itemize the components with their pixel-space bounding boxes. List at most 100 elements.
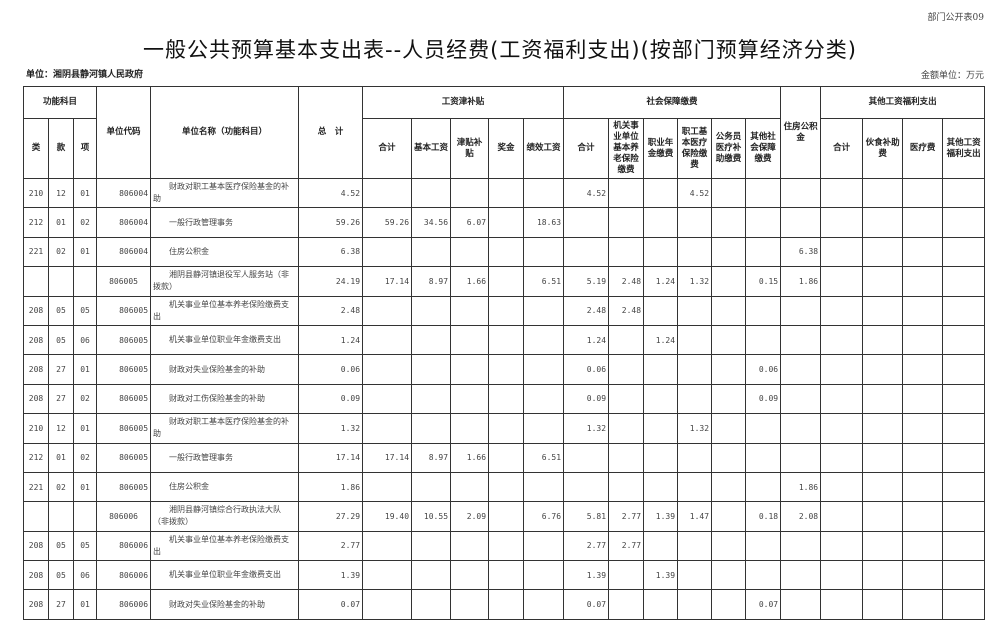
cell-amount xyxy=(488,442,525,473)
cell-amount: 1.39 xyxy=(643,560,679,591)
cell-amount xyxy=(643,236,679,268)
cell-code: 806005 xyxy=(96,413,152,444)
header-social-group: 社会保障缴费 xyxy=(563,86,782,119)
cell-amount: 1.39 xyxy=(563,560,610,591)
cell-amount: 6.07 xyxy=(450,207,490,238)
cell-name: 财政对工伤保险基金的补助 xyxy=(150,383,300,415)
cell-amount xyxy=(820,177,864,209)
cell-amount xyxy=(820,383,864,415)
cell-amount xyxy=(608,413,645,444)
cell-name: 湘阴县静河镇综合行政执法大队（非拨款） xyxy=(150,501,300,532)
cell-amount: 1.24 xyxy=(563,324,610,356)
cell-amount xyxy=(677,295,713,326)
cell-amount xyxy=(488,471,525,503)
header-other-1: 伙食补助费 xyxy=(862,118,904,179)
cell-amount xyxy=(862,383,904,415)
header-kuan: 款 xyxy=(48,118,74,179)
table-row: 806005 湘阴县静河镇退役军人服务站（非拨款） 24.19 17.14 8.97 1.… xyxy=(23,266,986,297)
cell-xiang: 02 xyxy=(72,207,98,238)
cell-xiang: 01 xyxy=(72,354,98,385)
cell-kuan: 05 xyxy=(48,324,74,356)
cell-amount xyxy=(902,295,944,326)
cell-amount xyxy=(608,177,645,209)
table-row: 806006 湘阴县静河镇综合行政执法大队（非拨款） 27.29 19.40 10.55… xyxy=(23,501,986,532)
cell-amount xyxy=(862,177,904,209)
cell-amount: 59.26 xyxy=(362,207,413,238)
cell-amount: 1.66 xyxy=(450,442,490,473)
cell-xiang: 06 xyxy=(72,560,98,591)
cell-amount xyxy=(523,177,565,209)
cell-amount xyxy=(411,383,452,415)
cell-total: 1.86 xyxy=(298,471,364,503)
cell-amount xyxy=(745,177,782,209)
table-row: 221 02 01 806004 住房公积金 6.38 6.38 xyxy=(23,236,986,268)
cell-amount: 1.47 xyxy=(677,501,713,532)
cell-amount xyxy=(677,324,713,356)
cell-kuan: 02 xyxy=(48,471,74,503)
table-row: 221 02 01 806005 住房公积金 1.86 1.86 xyxy=(23,471,986,503)
cell-amount xyxy=(711,589,747,620)
cell-amount xyxy=(523,560,565,591)
cell-kuan: 05 xyxy=(48,295,74,326)
cell-amount xyxy=(780,324,822,356)
cell-lei: 221 xyxy=(23,471,49,503)
cell-kuan xyxy=(48,501,74,532)
cell-name: 一般行政管理事务 xyxy=(150,207,300,238)
cell-amount xyxy=(488,295,525,326)
cell-amount xyxy=(942,471,986,503)
cell-amount xyxy=(488,354,525,385)
cell-amount xyxy=(745,560,782,591)
cell-kuan: 05 xyxy=(48,530,74,562)
cell-amount xyxy=(862,295,904,326)
cell-amount xyxy=(450,324,490,356)
cell-amount xyxy=(745,413,782,444)
cell-amount xyxy=(608,324,645,356)
cell-amount xyxy=(780,530,822,562)
cell-amount: 8.97 xyxy=(411,442,452,473)
cell-amount xyxy=(643,530,679,562)
cell-amount xyxy=(862,560,904,591)
cell-amount: 1.32 xyxy=(563,413,610,444)
cell-amount xyxy=(745,295,782,326)
cell-amount xyxy=(643,383,679,415)
cell-amount xyxy=(643,589,679,620)
cell-amount xyxy=(942,354,986,385)
cell-amount xyxy=(488,266,525,297)
table-row: 210 12 01 806005 财政对职工基本医疗保险基金的补助 1.32 1.32 1.3… xyxy=(23,413,986,444)
header-social-3: 职工基本医疗保险缴费 xyxy=(677,118,713,179)
cell-amount: 1.32 xyxy=(677,413,713,444)
header-func: 功能科目 xyxy=(22,86,98,119)
cell-xiang: 01 xyxy=(72,413,98,444)
cell-amount xyxy=(488,530,525,562)
cell-code: 806005 xyxy=(96,383,152,415)
cell-amount xyxy=(677,530,713,562)
cell-amount xyxy=(711,530,747,562)
table-row: 208 05 06 806005 机关事业单位职业年金缴费支出 1.24 1.24 1.24 xyxy=(23,324,986,356)
cell-amount xyxy=(820,413,864,444)
header-wage-2: 津贴补贴 xyxy=(450,118,490,179)
cell-name: 财政对失业保险基金的补助 xyxy=(150,354,300,385)
cell-amount xyxy=(780,560,822,591)
cell-amount: 10.55 xyxy=(411,501,452,532)
header-wage-4: 绩效工资 xyxy=(523,118,565,179)
cell-amount xyxy=(523,236,565,268)
cell-amount xyxy=(643,471,679,503)
header-total: 总 计 xyxy=(298,86,364,179)
header-code: 单位代码 xyxy=(96,86,152,179)
cell-amount xyxy=(820,442,864,473)
form-number: 部门公开表09 xyxy=(927,13,984,23)
cell-amount: 0.18 xyxy=(745,501,782,532)
cell-amount: 1.32 xyxy=(677,266,713,297)
cell-lei: 208 xyxy=(23,530,49,562)
cell-amount xyxy=(523,354,565,385)
cell-amount xyxy=(745,471,782,503)
cell-amount xyxy=(780,354,822,385)
cell-amount xyxy=(450,413,490,444)
cell-xiang: 05 xyxy=(72,530,98,562)
cell-xiang: 02 xyxy=(72,383,98,415)
cell-amount xyxy=(862,236,904,268)
cell-amount xyxy=(711,295,747,326)
cell-lei: 208 xyxy=(23,295,49,326)
cell-total: 1.32 xyxy=(298,413,364,444)
cell-kuan: 02 xyxy=(48,236,74,268)
